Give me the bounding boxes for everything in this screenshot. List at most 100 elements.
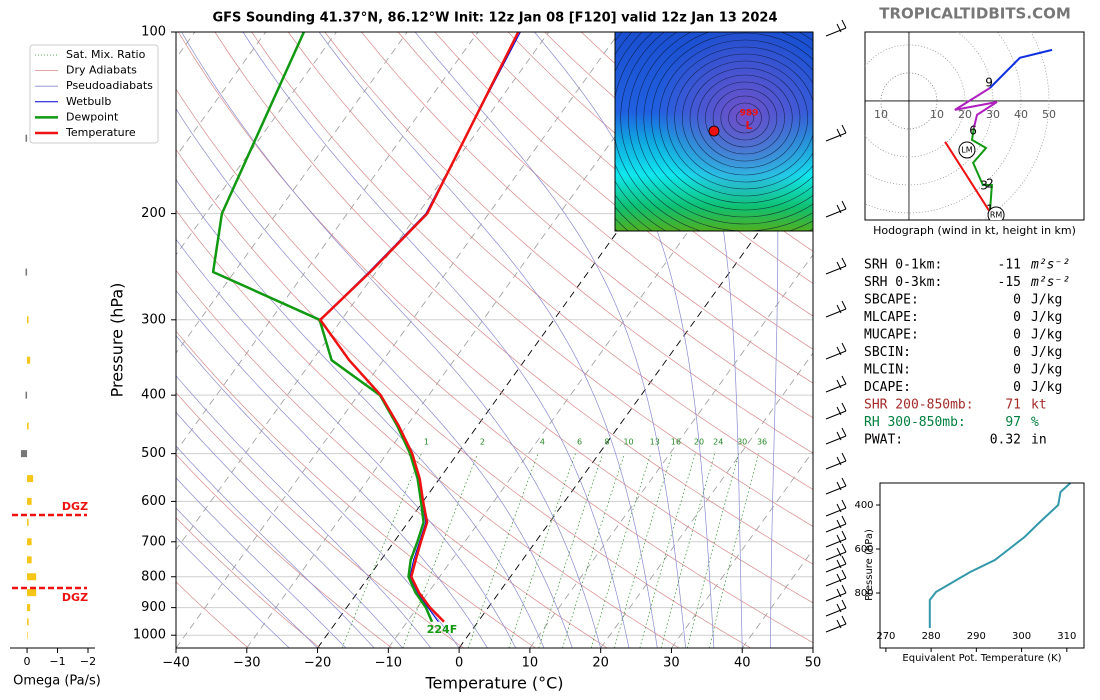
map-isobar [697, 74, 793, 162]
wind-barb [825, 200, 847, 218]
omega-bar [27, 573, 37, 581]
mixing-ratio-label: 13 [650, 437, 660, 446]
y-tick-label: 1000 [133, 628, 166, 643]
param-value: 0 [1013, 380, 1021, 395]
dry-adiabat [176, 269, 608, 648]
highlight-isotherm [317, 32, 762, 648]
isotherm [600, 352, 813, 648]
x-tick-label: −30 [233, 656, 260, 671]
pseudoadiabat [176, 477, 347, 648]
param-label: DCAPE: [864, 380, 911, 395]
param-label: MLCAPE: [864, 310, 919, 325]
height-label: 3 [980, 179, 988, 193]
mixing-ratio-label: 6 [577, 437, 582, 446]
omega-bar [25, 134, 28, 142]
wind-barb [825, 599, 847, 617]
param-label: SHR 200-850mb: [864, 398, 974, 413]
omega-bar [27, 589, 37, 597]
wind-barb [825, 375, 847, 393]
skewt-series [211, 32, 521, 623]
hodo-ring [865, 44, 966, 158]
y-tick-label: 800 [141, 569, 166, 584]
map-isobar [643, 32, 813, 211]
wind-barb [825, 477, 847, 495]
dry-adiabat [176, 454, 393, 648]
mixing-ratio-line [562, 453, 625, 648]
param-unit: J/kg [1031, 328, 1062, 343]
param-label: MLCIN: [864, 363, 911, 378]
profile-line [319, 32, 520, 623]
x-axis-label: Temperature (°C) [424, 674, 563, 693]
omega-bar [27, 497, 32, 505]
param-label: SBCAPE: [864, 293, 919, 308]
dry-adiabat [287, 32, 813, 490]
dry-adiabat [361, 32, 813, 419]
wind-barb [825, 342, 847, 360]
y-tick-label: 400 [141, 388, 166, 403]
mixing-ratio-line [660, 453, 716, 648]
wind-barb [825, 427, 847, 445]
hodo-ring-label: 30 [986, 108, 1000, 121]
hodo-ring-label: 40 [1014, 108, 1028, 121]
y-tick-label: 700 [141, 534, 166, 549]
pseudoadiabat [176, 411, 403, 648]
pseudoadiabat [764, 32, 779, 648]
dry-adiabat [324, 32, 813, 454]
mixing-ratio-label: 20 [694, 437, 704, 446]
mixing-ratio-label: 8 [604, 437, 609, 446]
pseudoadiabat [176, 238, 517, 648]
hodo-ring [865, 32, 994, 186]
hodo-label: Hodograph (wind in kt, height in km) [873, 224, 1076, 237]
x-axis-label: Omega (Pa/s) [13, 674, 101, 689]
legend-label: Wetbulb [66, 95, 111, 108]
hodo-ring-label: 20 [958, 108, 972, 121]
param-value: 0.32 [990, 433, 1021, 448]
x-tick-label: 50 [805, 656, 822, 671]
storm-motion-label: RM [990, 210, 1003, 219]
map-isobar [674, 53, 813, 183]
wind-barb [825, 19, 847, 37]
omega-bar [27, 538, 32, 546]
map-isobar [635, 32, 813, 218]
map-isobar [620, 32, 813, 231]
highlight-isotherm [458, 155, 813, 648]
skewt-background [176, 32, 813, 648]
param-label: MUCAPE: [864, 328, 919, 343]
x-axis-label: Equivalent Pot. Temperature (K) [902, 653, 1061, 664]
mixing-ratio-label: 10 [623, 437, 633, 446]
x-tick-label: 40 [734, 656, 751, 671]
mixing-ratio-line [590, 453, 652, 648]
site-name: TROPICALTIDBITS.COM [879, 5, 1071, 23]
isotherm [176, 32, 620, 648]
mixing-ratio-label: 30 [737, 437, 747, 446]
y-axis-label: Pressure (hPa) [108, 283, 127, 398]
y-axis-label: Pressure (hPa) [864, 529, 875, 601]
dgz-label: DGZ [62, 591, 88, 604]
wind-barb [825, 300, 847, 318]
map-location [708, 125, 720, 137]
dry-adiabat [397, 32, 813, 384]
param-value: 0 [1013, 310, 1021, 325]
isotherm [388, 57, 813, 648]
mixing-ratio-label: 16 [671, 437, 681, 446]
isotherm [246, 32, 691, 648]
map-pressure-label: 989 [740, 109, 759, 119]
y-tick-label: 600 [141, 494, 166, 509]
pseudoadiabat [242, 32, 630, 648]
wind-barb [825, 515, 847, 533]
isotherm [176, 32, 550, 551]
mixing-ratio-line [538, 453, 604, 648]
theta-e-line [928, 482, 1072, 628]
dgz-label: DGZ [62, 500, 88, 513]
overlay: Sat. Mix. Ratio Dry Adiabats Pseudoadiabat… [29, 19, 847, 633]
x-tick-label: 310 [1057, 631, 1076, 642]
isotherm [529, 254, 813, 648]
hodo-segment [944, 141, 991, 213]
storm-motion-label: LM [961, 145, 972, 154]
dry-adiabat [507, 32, 813, 284]
height-label: 2 [986, 176, 994, 190]
pseudoadiabat [318, 32, 658, 648]
theta-frame [879, 482, 1085, 649]
dry-adiabat [176, 517, 321, 648]
